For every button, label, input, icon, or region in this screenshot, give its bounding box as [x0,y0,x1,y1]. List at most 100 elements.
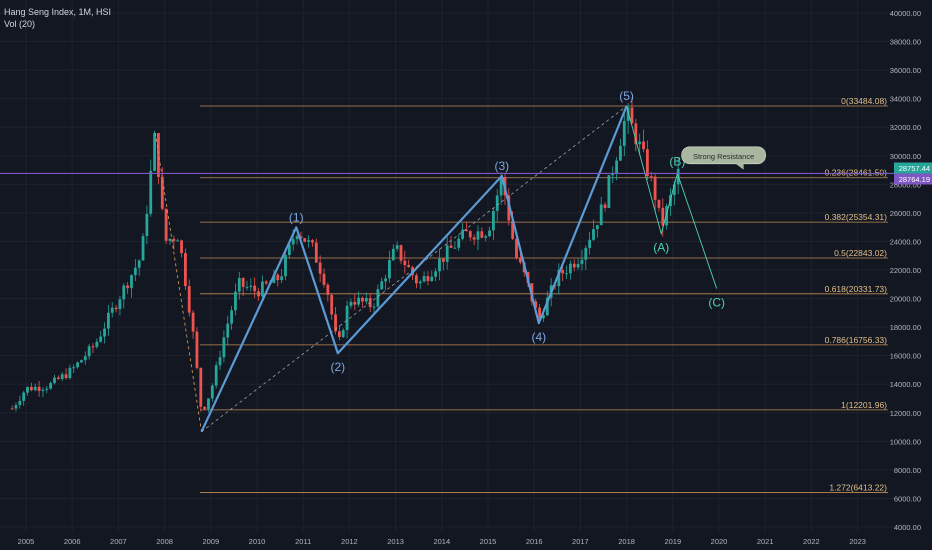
candle-body [384,278,387,282]
candle-body [518,257,522,263]
candle-body [33,386,37,391]
candle-body [642,141,645,150]
fib-level-label: 0.786(16756.33) [825,335,888,345]
candle-body [619,145,622,161]
indicator-title[interactable]: Vol (20) [4,19,36,29]
fib-level-label: 0.5(22843.02) [834,248,887,258]
candle-body [180,240,183,254]
candle-body [499,177,503,196]
candle-body [418,281,422,284]
candle-body [430,276,434,281]
candle-body [480,231,484,238]
candle-body [10,408,14,410]
price-tick-label: 6000.00 [894,494,921,503]
time-tick-label: 2007 [110,537,127,546]
candle-body [438,258,441,272]
candle-body [603,204,607,208]
symbol-title[interactable]: Hang Seng Index, 1M, HSI [4,7,112,17]
time-tick-label: 2008 [156,537,173,546]
candle-body [299,236,303,239]
candle-body [607,175,611,208]
candle-body [407,265,411,268]
candle-body [584,247,588,260]
candle-body [168,238,172,241]
candle-body [195,331,199,368]
impulse-wave-line[interactable] [200,105,628,433]
candle-body [53,377,56,384]
candle-body [91,346,95,348]
candle-body [592,229,595,240]
candle-body [572,263,576,268]
elliott-wave-drawing[interactable]: (1) (2) (3) (4) (5) (A) (B) (C) [154,89,725,433]
candle-body [307,240,310,242]
price-tick-label: 28000.00 [890,180,921,189]
candle-body [287,244,291,256]
fib-level-label: 0(33484.08) [841,96,887,106]
time-tick-label: 2010 [249,537,266,546]
candle-body [199,367,203,407]
fib-anchor-dashed [154,132,202,432]
candle-body [257,291,260,297]
time-tick-label: 2017 [572,537,589,546]
fibonacci-retracement[interactable]: 0(33484.08) 0.236(28461.50) 0.382(25354.31… [200,96,888,493]
callout-pointer [735,163,744,170]
candle-body [484,236,488,238]
callout-bubble[interactable] [681,146,766,165]
candle-body [611,173,615,176]
fib-level-label: 0.382(25354.31) [825,212,888,222]
candle-body [22,392,26,401]
wave-label: (3) [495,159,510,173]
candle-body [230,310,233,324]
candle-body [449,245,453,248]
candle-body [60,374,64,379]
candle-body [87,346,91,357]
price-label-tag [894,173,932,185]
candle-body [172,238,176,241]
strong-resistance-callout[interactable]: Strong Resistance [681,146,766,170]
wave-trend-dashed [201,105,627,432]
candle-body [37,386,41,391]
fib-level-label: 1.272(6413.22) [829,483,887,493]
time-axis[interactable]: 2005 2006 2007 2008 2009 2010 2011 2012 2013 2014… [0,532,932,550]
corrective-wave-line[interactable] [626,105,718,289]
price-axis[interactable]: 4000.00 6000.00 8000.00 10000.00 12000.00 140… [890,0,932,550]
candle-body [106,312,110,329]
candle-body [176,240,180,242]
candle-body [187,286,191,313]
candle-body [218,357,222,366]
candle-body [264,281,268,284]
candle-body [403,260,407,266]
candle-body [545,297,549,316]
candle-body [234,291,237,311]
price-tick-label: 10000.00 [890,437,921,446]
candle-body [561,270,565,274]
price-tick-label: 32000.00 [890,123,921,132]
fib-level-label: 0.236(28461.50) [825,168,888,178]
candle-body [595,225,599,230]
wave-label: (4) [531,330,546,344]
candle-body [210,385,214,399]
candle-body [130,275,133,289]
candle-body [538,307,541,319]
candle-body [468,231,472,238]
price-tick-label: 40000.00 [890,9,921,18]
candle-body [272,274,276,283]
candle-body [330,294,334,315]
candle-body [241,277,245,287]
price-tick-label: 22000.00 [890,266,921,275]
candle-body [83,356,87,361]
time-tick-label: 2012 [341,537,358,546]
candle-body [214,365,218,386]
candle-body [29,386,33,391]
candle-body [18,400,22,406]
chart-legend: Hang Seng Index, 1M, HSI Vol (20) [4,6,111,30]
candle-body [122,285,126,300]
candle-body [426,276,430,281]
candle-body [341,330,345,338]
candle-body [472,237,476,240]
price-tick-label: 34000.00 [890,95,921,104]
price-label-text: 28757.44 [899,164,930,173]
price-tick-label: 12000.00 [890,409,921,418]
candle-body [457,238,461,248]
